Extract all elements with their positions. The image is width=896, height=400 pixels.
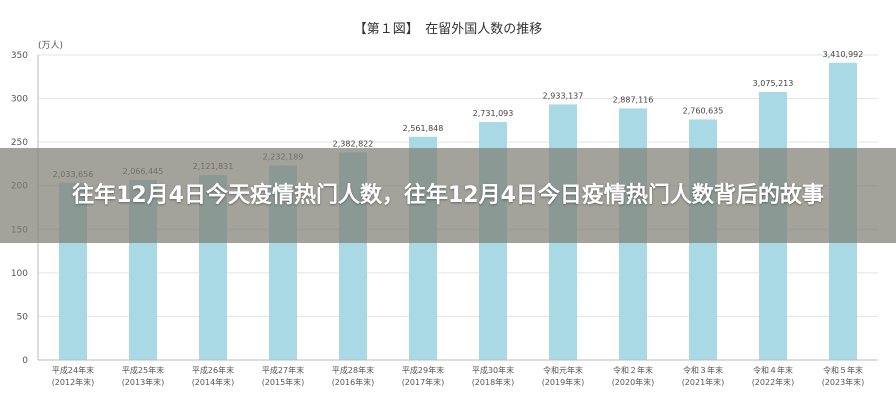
x-tick-sublabel: (2019年末) [542,377,585,387]
x-tick-sublabel: (2023年末) [822,377,865,387]
x-tick-label: 平成28年末 [332,365,374,375]
y-tick-label: 250 [11,138,28,148]
headline-title: 往年12月4日今天疫情热门人数，往年12月4日今日疫情热门人数背后的故事 [72,182,824,208]
x-tick-label: 平成30年末 [472,365,514,375]
x-tick-sublabel: (2017年末) [402,377,445,387]
y-tick-label: 50 [17,312,29,322]
x-tick-sublabel: (2012年末) [52,377,95,387]
x-tick-label: 令和３年末 [683,365,723,375]
x-tick-label: 令和２年末 [613,365,653,375]
x-tick-label: 令和５年末 [823,365,863,375]
x-tick-sublabel: (2021年末) [682,377,725,387]
value-label: 2,561,848 [403,124,444,133]
x-tick-sublabel: (2015年末) [262,377,305,387]
y-tick-label: 100 [11,269,28,279]
x-tick-sublabel: (2022年末) [752,377,795,387]
x-tick-label: 令和元年末 [543,365,583,375]
y-axis-unit: (万人) [38,40,63,51]
x-tick-sublabel: (2020年末) [612,377,655,387]
value-label: 3,410,992 [823,50,864,59]
x-tick-label: 平成24年末 [52,365,94,375]
x-tick-label: 平成26年末 [192,365,234,375]
value-label: 2,382,822 [333,139,374,148]
x-tick-labels: 平成24年末 (2012年末) 平成25年末 (2013年末) 平成26年末 (2014年… [52,365,865,387]
y-tick-label: 0 [22,356,28,366]
value-label: 2,887,116 [613,95,654,104]
value-label: 2,731,093 [473,109,514,118]
chart-title: 【第１図】 在留外国人数の推移 [354,22,543,37]
x-tick-sublabel: (2018年末) [472,377,515,387]
x-tick-sublabel: (2016年末) [332,377,375,387]
y-tick-label: 300 [11,95,28,105]
x-tick-label: 令和４年末 [753,365,793,375]
x-tick-label: 平成29年末 [402,365,444,375]
x-tick-sublabel: (2013年末) [122,377,165,387]
x-tick-label: 平成27年末 [262,365,304,375]
value-label: 2,933,137 [543,91,584,100]
value-label: 2,760,635 [683,106,724,115]
headline-banner: 往年12月4日今天疫情热门人数，往年12月4日今日疫情热门人数背后的故事 [0,148,896,243]
x-tick-sublabel: (2014年末) [192,377,235,387]
value-label: 3,075,213 [753,79,794,88]
x-tick-label: 平成25年末 [122,365,164,375]
y-tick-label: 350 [11,51,28,61]
